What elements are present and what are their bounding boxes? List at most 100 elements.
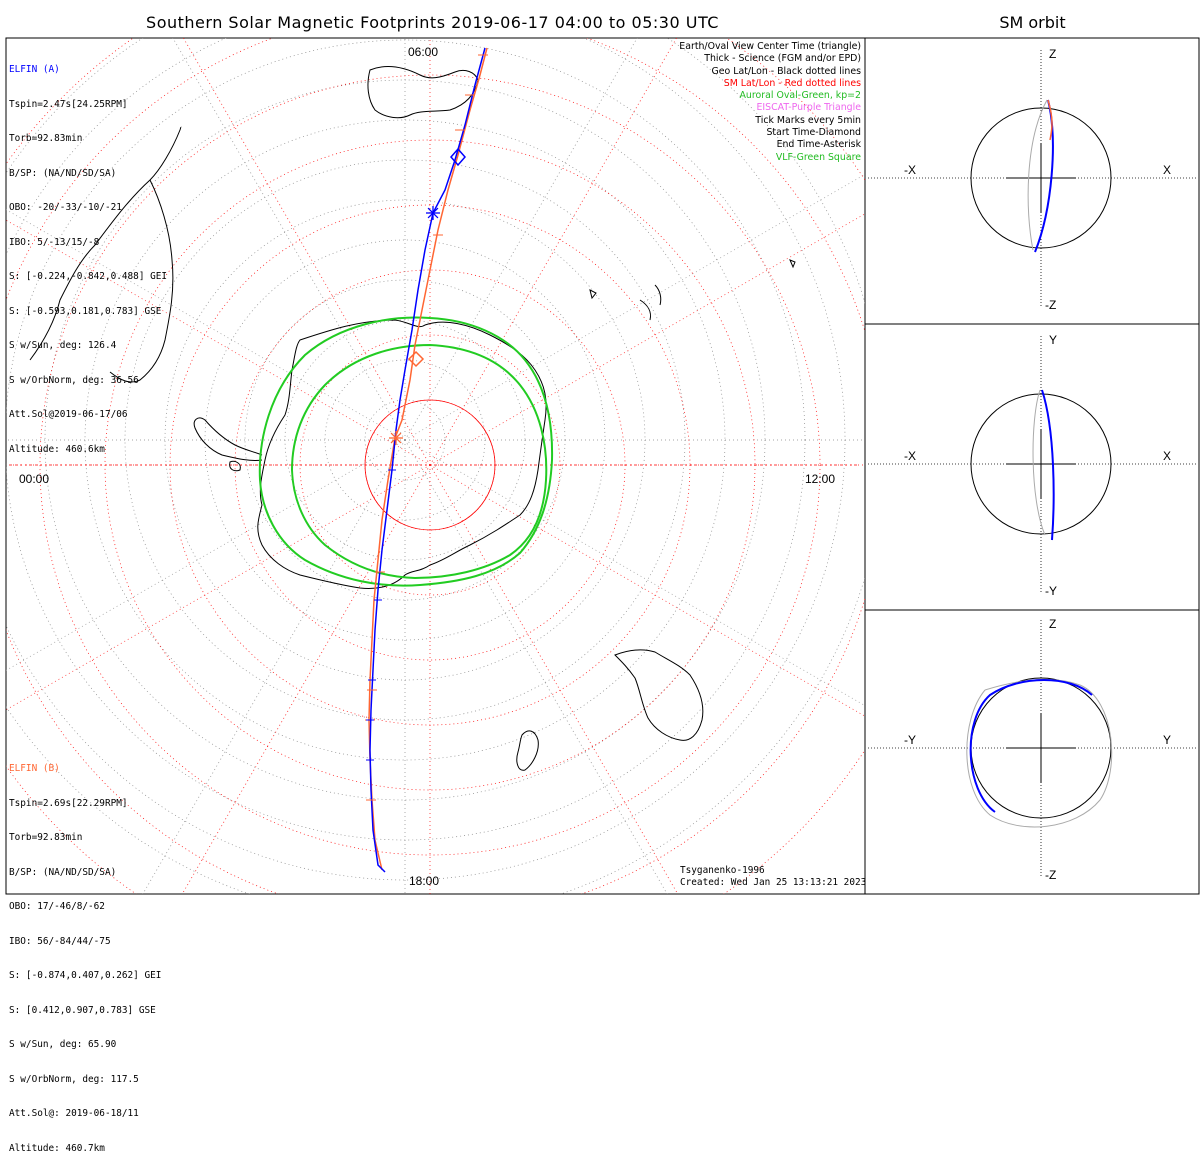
elfin-a-track [369,47,486,873]
elfin-a-line: Tspin=2.47s[24.25RPM] [9,98,128,110]
elfin-b-line: S w/OrbNorm, deg: 117.5 [9,1073,139,1085]
elfin-a-line: S: [-0.224,-0.842,0.488] GEI [9,271,168,282]
sm-label-top: Y [1049,333,1057,347]
satellite-tracks [365,47,488,873]
legend-entry: End Time-Asterisk [776,139,861,151]
credit-created: Created: Wed Jan 25 13:13:21 2023 [680,877,867,888]
geo-lon-line [6,209,406,441]
legend: Earth/Oval View Center Time (triangle) T… [679,41,861,164]
elfin-a-line: IBO: 5/-13/15/-8 [9,236,100,248]
coastlines [29,66,796,852]
credit: Tsyganenko-1996 Created: Wed Jan 25 13:1… [680,865,866,889]
sm-lon-line [6,464,431,711]
footprint-plot: 06:00 12:00 18:00 00:00 Z -Z -X X Y -Y -X X Z -Z -… [5,37,1200,895]
plot-title: Southern Solar Magnetic Footprints 2019-… [146,13,719,32]
sm-label-right: Y [1163,733,1171,747]
geo-lon-line [172,38,406,441]
south-america-coast [29,87,183,383]
sm-lon-line [429,464,679,894]
elfin-b-line: S w/Sun, deg: 65.90 [9,1039,117,1050]
sm-lon-line [429,213,865,466]
sm-label-bottom: -Y [1045,584,1057,598]
geo-lon-line [404,174,865,441]
elfin-b-line: OBO: 17/-46/8/-62 [9,901,105,912]
sm-label-right: X [1163,163,1171,177]
legend-entry: Geo Lat/Lon - Black dotted lines [711,65,861,77]
geo-lon-line [404,439,865,706]
geo-lon-line [142,439,406,894]
mlt-label-left: 00:00 [19,472,49,486]
elfin-b-line: B/SP: (NA/ND/SD/SA) [9,866,117,878]
sm-orbit-title: SM orbit [999,13,1066,32]
mlt-label-bottom: 18:00 [409,874,439,888]
legend-entry: VLF-Green Square [775,151,861,163]
sm-label-right: X [1163,449,1171,463]
auroral-oval [258,316,554,587]
sm-orbit-gray [1027,99,1048,251]
africa-coast [614,649,704,741]
sm-label-top: Z [1049,47,1056,61]
elfin-a-line: S w/OrbNorm, deg: 36.56 [9,374,139,386]
legend-entry: Auroral Oval-Green, kp=2 [739,90,861,102]
madagascar-coast [516,730,539,771]
elfin-b-line: Torb=92.83min [9,832,83,843]
legend-entry: EISCAT-Purple Triangle [756,102,861,114]
sm-frame-1 [864,37,1200,325]
elfin-b-start-diamond [407,350,425,368]
geo-lon-line [404,439,668,894]
sm-orbit-a [969,679,1093,813]
sm-orbit-gray [1032,389,1046,536]
legend-entry: Tick Marks every 5min [755,114,861,126]
geo-lon-line [6,439,406,671]
sm-orbit-a [1041,389,1055,541]
elfin-a-end-asterisk [426,206,440,220]
island-3 [229,460,241,472]
sm-label-left: -X [904,163,916,177]
elfin-a-info: ELFIN (A) Tspin=2.47s[24.25RPM] Torb=92.… [9,41,167,467]
geo-lon-line [404,38,638,441]
sm-label-top: Z [1049,617,1056,631]
elfin-b-line: S: [-0.874,0.407,0.262] GEI [9,970,162,981]
sm-frame-3 [864,609,1200,895]
new-zealand-coast [639,284,662,321]
elfin-a-line: B/SP: (NA/ND/SD/SA) [9,167,117,179]
elfin-a-line: Att.Sol@2019-06-17/06 [9,409,128,420]
mlt-label-top: 06:00 [408,45,438,59]
sm-orbit-panels: Z -Z -X X Y -Y -X X Z -Z -Y Y [868,47,1198,882]
elfin-a-line: Torb=92.83min [9,133,83,144]
legend-entry: SM Lat/Lon - Red dotted lines [723,77,861,89]
sm-label-left: -Y [904,733,916,747]
elfin-b-info: ELFIN (B) Tspin=2.69s[22.29RPM] Torb=92.… [9,740,161,1166]
elfin-b-line: Altitude: 460.7km [9,1142,105,1154]
legend-entry: Start Time-Diamond [766,127,861,139]
elfin-a-start-diamond [450,147,466,167]
antarctic-peninsula [193,417,263,461]
elfin-b-name: ELFIN (B) [9,763,60,774]
auroral-oval-outer [258,316,554,587]
island-4 [621,840,629,852]
legend-entry: Earth/Oval View Center Time (triangle) [679,41,861,52]
credit-model: Tsyganenko-1996 [680,865,765,876]
asterisk-stroke [390,432,402,444]
asterisk-stroke [427,207,439,219]
elfin-b-track [368,47,488,871]
antarctica-coast [257,319,547,589]
legend-entry: Thick - Science (FGM and/or EPD) [704,53,861,65]
sm-label-bottom: -Z [1045,868,1056,882]
mlt-label-right: 12:00 [805,472,835,486]
sm-label-bottom: -Z [1045,298,1056,312]
elfin-b-line: Att.Sol@: 2019-06-18/11 [9,1108,139,1119]
elfin-b-line: Tspin=2.69s[22.29RPM] [9,797,128,809]
elfin-b-line: S: [0.412,0.907,0.783] GSE [9,1004,156,1016]
sm-label-left: -X [904,449,916,463]
island-1 [589,289,597,300]
elfin-a-line: S: [-0.593,0.181,0.783] GSE [9,305,162,317]
elfin-b-end-asterisk [389,431,403,445]
map-grid [6,38,865,894]
sm-frame-2 [864,323,1200,611]
elfin-b-line: IBO: 56/-84/44/-75 [9,935,111,947]
elfin-a-line: S w/Sun, deg: 126.4 [9,340,117,351]
elfin-a-name: ELFIN (A) [9,64,60,75]
auroral-oval-inner [290,343,548,580]
sm-orbit-b [1047,99,1053,141]
